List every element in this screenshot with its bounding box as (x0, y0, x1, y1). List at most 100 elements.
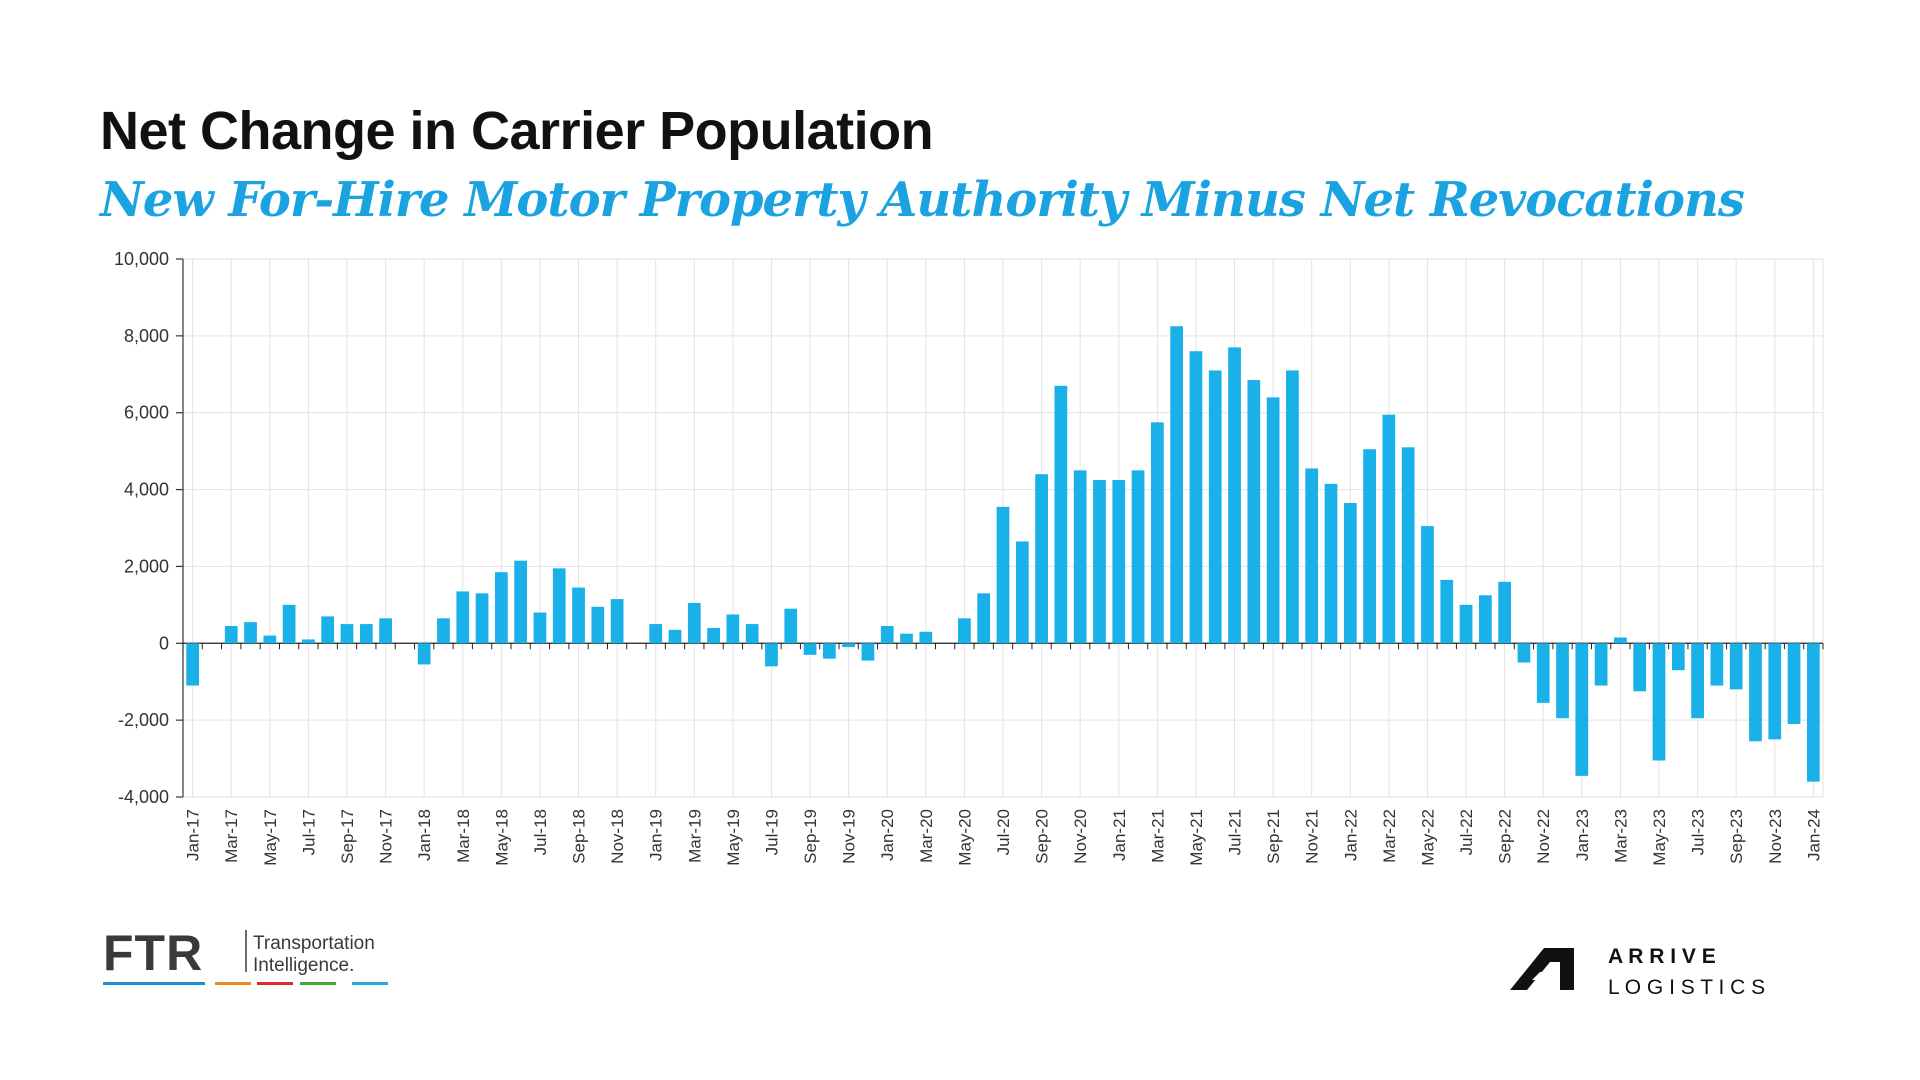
y-tick-label: 0 (159, 633, 169, 653)
bar-Jun-17 (282, 604, 296, 644)
x-tick-label: Jan-20 (878, 809, 897, 861)
bar-Feb-18 (437, 618, 450, 644)
x-tick-label: Jul-17 (299, 809, 318, 855)
y-tick-label: 2,000 (124, 556, 169, 576)
bar-Jan-24 (1806, 643, 1820, 782)
y-tick-label: 6,000 (124, 403, 169, 423)
bar-Jan-23 (1575, 643, 1589, 776)
bar-Oct-17 (359, 624, 373, 644)
bar-Aug-19 (784, 608, 798, 644)
bar-Sep-23 (1729, 643, 1743, 690)
bar-Apr-17 (244, 622, 257, 644)
bar-Oct-21 (1286, 370, 1299, 644)
bar-Oct-22 (1517, 643, 1531, 663)
bar-Jan-20 (880, 625, 894, 644)
bar-May-21 (1189, 351, 1203, 644)
x-tick-label: Mar-19 (685, 809, 704, 863)
ftr-stripe-green (300, 982, 336, 985)
bar-Oct-20 (1054, 385, 1068, 644)
arrive-logistics-logo: A R R I V E L O G I S T I C S (1510, 945, 1765, 999)
bar-Feb-22 (1363, 449, 1376, 644)
x-tick-label: Jul-21 (1226, 809, 1245, 855)
x-tick-label: Jul-22 (1457, 809, 1476, 855)
bar-Dec-23 (1787, 643, 1801, 724)
bar-May-23 (1652, 643, 1666, 761)
x-tick-label: May-23 (1650, 809, 1669, 866)
bar-Jun-19 (745, 624, 759, 644)
ftr-stripe-orange (215, 982, 251, 985)
x-tick-label: Jan-22 (1341, 809, 1360, 861)
bar-Jun-21 (1208, 370, 1222, 644)
x-tick-label: Nov-17 (377, 809, 396, 864)
bar-Jan-18 (417, 643, 431, 665)
bar-Nov-22 (1536, 643, 1550, 703)
bar-Feb-21 (1131, 470, 1145, 644)
bar-Jun-22 (1440, 579, 1454, 644)
bar-Aug-18 (552, 568, 566, 644)
x-tick-label: Nov-20 (1071, 809, 1090, 864)
bar-Jul-22 (1459, 604, 1473, 644)
bar-Jul-19 (765, 643, 778, 667)
bar-Apr-21 (1170, 326, 1184, 644)
bar-Jul-18 (533, 612, 547, 644)
x-tick-label: Sep-22 (1496, 809, 1515, 864)
bar-Jan-17 (186, 643, 200, 686)
ftr-logo-line2: Intelligence. (253, 955, 354, 976)
x-tick-label: May-18 (492, 809, 511, 866)
chart-subtitle: New For-Hire Motor Property Authority Mi… (100, 172, 1745, 228)
y-tick-label: -2,000 (118, 710, 169, 730)
bar-Aug-21 (1247, 380, 1261, 644)
bar-Jan-22 (1343, 503, 1357, 644)
bar-Feb-19 (668, 629, 682, 644)
x-tick-label: Nov-21 (1303, 809, 1322, 864)
bar-Jan-21 (1112, 479, 1126, 644)
x-tick-label: Mar-21 (1148, 809, 1167, 863)
x-tick-label: Jan-19 (647, 809, 666, 861)
bar-Sep-21 (1266, 397, 1280, 644)
bar-Aug-22 (1478, 595, 1492, 644)
arrive-logo-line1: A R R I V E (1608, 945, 1716, 968)
x-tick-label: Sep-23 (1727, 809, 1746, 864)
x-tick-label: Mar-18 (454, 809, 473, 863)
x-tick-label: Jan-18 (415, 809, 434, 861)
x-tick-label: Sep-18 (570, 809, 589, 864)
bar-Jan-19 (649, 624, 663, 644)
bar-Mar-20 (919, 631, 933, 644)
x-tick-label: May-22 (1418, 809, 1437, 866)
ftr-logo-line1: Transportation (253, 933, 375, 954)
x-tick-label: Jan-24 (1804, 809, 1823, 861)
bar-Dec-19 (861, 643, 875, 661)
labels-layer: 10,000 8,000 6,000 4,000 2,000 0 -2,000 -4,000 J… (114, 249, 1823, 866)
x-tick-label: May-19 (724, 809, 743, 866)
x-tick-label: May-20 (955, 809, 974, 866)
bar-Sep-18 (572, 587, 585, 644)
bar-Jul-20 (996, 506, 1010, 644)
bar-Dec-21 (1324, 483, 1338, 644)
bar-Nov-20 (1073, 470, 1087, 644)
x-tick-label: Mar-17 (222, 809, 241, 863)
x-tick-label: Nov-19 (840, 809, 859, 864)
bar-Aug-17 (321, 616, 335, 644)
bar-Mar-19 (687, 602, 701, 644)
bar-Jun-20 (977, 593, 991, 644)
bar-Jul-17 (302, 639, 315, 644)
x-tick-label: Sep-19 (801, 809, 820, 864)
bar-Feb-20 (900, 633, 913, 644)
x-tick-label: Jul-23 (1689, 809, 1708, 855)
x-tick-label: May-17 (261, 809, 280, 866)
bar-Oct-23 (1749, 643, 1762, 742)
bar-Mar-18 (456, 591, 470, 644)
x-tick-label: Jul-20 (994, 809, 1013, 855)
x-tick-label: Mar-20 (917, 809, 936, 863)
x-tick-label: Mar-23 (1611, 809, 1630, 863)
bar-Jun-23 (1671, 643, 1685, 671)
bar-Oct-18 (591, 606, 605, 644)
ftr-stripe-lightblue (352, 982, 388, 985)
bar-Jul-21 (1228, 347, 1241, 644)
x-tick-label: Sep-17 (338, 809, 357, 864)
arrive-logo-line2: L O G I S T I C S (1608, 976, 1765, 999)
bars-layer (186, 326, 1820, 782)
bar-May-18 (494, 572, 508, 644)
bar-Apr-23 (1633, 643, 1647, 692)
bar-May-20 (958, 618, 971, 644)
